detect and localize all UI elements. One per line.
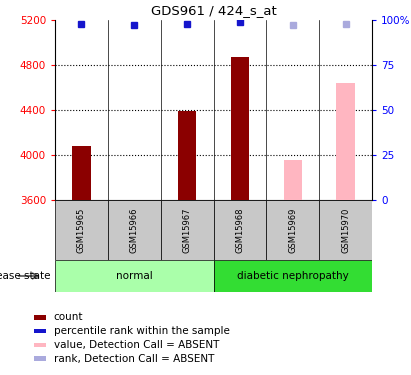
Bar bbox=[213, 260, 372, 292]
Bar bbox=[55, 260, 213, 292]
Bar bbox=[178, 111, 196, 200]
Text: GSM15968: GSM15968 bbox=[236, 207, 245, 253]
Title: GDS961 / 424_s_at: GDS961 / 424_s_at bbox=[150, 4, 276, 18]
Text: normal: normal bbox=[116, 271, 152, 281]
Bar bbox=[72, 146, 91, 200]
Bar bbox=[35, 315, 46, 320]
Bar bbox=[336, 83, 355, 200]
Bar bbox=[284, 159, 302, 200]
Bar bbox=[35, 356, 46, 361]
Bar bbox=[231, 57, 249, 200]
Text: GSM15967: GSM15967 bbox=[182, 207, 192, 253]
Text: GSM15965: GSM15965 bbox=[77, 207, 86, 253]
Text: GSM15970: GSM15970 bbox=[341, 207, 350, 253]
Text: diabetic nephropathy: diabetic nephropathy bbox=[237, 271, 349, 281]
Bar bbox=[213, 200, 266, 260]
Text: value, Detection Call = ABSENT: value, Detection Call = ABSENT bbox=[54, 340, 219, 350]
Text: percentile rank within the sample: percentile rank within the sample bbox=[54, 326, 229, 336]
Bar bbox=[266, 200, 319, 260]
Bar bbox=[35, 328, 46, 333]
Text: count: count bbox=[54, 312, 83, 322]
Bar bbox=[319, 200, 372, 260]
Text: disease state: disease state bbox=[0, 271, 51, 281]
Bar bbox=[35, 342, 46, 347]
Bar bbox=[108, 200, 161, 260]
Bar bbox=[55, 200, 108, 260]
Text: rank, Detection Call = ABSENT: rank, Detection Call = ABSENT bbox=[54, 354, 214, 364]
Text: GSM15969: GSM15969 bbox=[288, 207, 297, 253]
Bar bbox=[161, 200, 213, 260]
Text: GSM15966: GSM15966 bbox=[130, 207, 139, 253]
